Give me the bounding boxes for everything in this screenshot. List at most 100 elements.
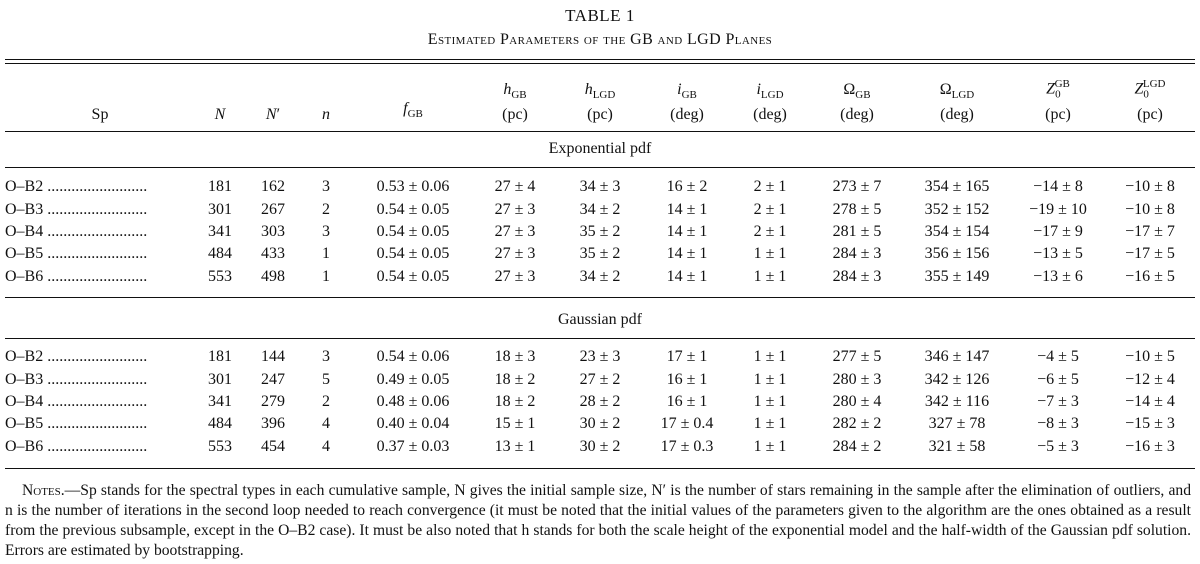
row-spectral-type: O–B6 ......................... (5, 437, 148, 455)
table-cell: 181 (208, 178, 232, 196)
table-cell: 35 ± 2 (579, 222, 621, 240)
table-cell: 433 (261, 245, 285, 263)
table-cell: 162 (261, 178, 285, 196)
table-cell: 355 ± 149 (924, 267, 990, 285)
table-cell: 553 (208, 267, 232, 285)
table-cell: 1 (322, 267, 330, 285)
table-cell: −7 ± 3 (1037, 392, 1079, 410)
table-cell: 278 ± 5 (832, 200, 882, 218)
top-rule-2 (5, 63, 1195, 64)
table-cell: 284 ± 2 (832, 437, 882, 455)
table-cell: 301 (208, 370, 232, 388)
table-cell: 301 (208, 200, 232, 218)
table-cell: 1 ± 1 (753, 415, 787, 433)
table-cell: 18 ± 2 (494, 370, 536, 388)
table-cell: −16 ± 3 (1125, 437, 1175, 455)
table-cell: 2 (322, 200, 330, 218)
header-rule (5, 131, 1195, 132)
table-cell: 346 ± 147 (924, 348, 990, 366)
table-cell: 279 (261, 392, 285, 410)
table-row: O–B3 ......................... 301 267 2 0.5… (5, 198, 1195, 220)
table-cell: −10 ± 8 (1125, 200, 1175, 218)
table-cell: −10 ± 8 (1125, 178, 1175, 196)
table-row: O–B6 ......................... 553 498 1 0.5… (5, 266, 1195, 288)
table-cell: 18 ± 3 (494, 348, 536, 366)
table-cell: 484 (208, 245, 232, 263)
table-cell: 0.54 ± 0.05 (376, 222, 450, 240)
table-cell: 28 ± 2 (579, 392, 621, 410)
table-cell: 284 ± 3 (832, 267, 882, 285)
table-cell: 0.48 ± 0.06 (376, 392, 450, 410)
section-title-exponential: Exponential pdf (548, 140, 652, 157)
table-cell: 16 ± 1 (666, 370, 708, 388)
table-cell: 356 ± 156 (924, 245, 990, 263)
table-cell: 34 ± 2 (579, 267, 621, 285)
table-row: O–B6 ......................... 553 454 4 0.3… (5, 436, 1195, 458)
table-cell: 27 ± 3 (494, 222, 536, 240)
table-cell: 484 (208, 415, 232, 433)
row-spectral-type: O–B3 ......................... (5, 370, 148, 388)
table-cell: 5 (322, 370, 330, 388)
table-cell: 0.53 ± 0.06 (376, 178, 450, 196)
table-cell: 277 ± 5 (832, 348, 882, 366)
table-cell: 34 ± 2 (579, 200, 621, 218)
table-body-exponential: O–B2 ......................... 181 162 3 0.5… (5, 176, 1195, 288)
col-header-OmegaGB: ΩGB (deg) (840, 80, 874, 123)
table-cell: −12 ± 4 (1125, 370, 1175, 388)
table-cell: −10 ± 5 (1125, 348, 1175, 366)
col-header-hLGD: hLGD (pc) (584, 80, 616, 123)
row-spectral-type: O–B6 ......................... (5, 267, 148, 285)
table-cell: 27 ± 2 (579, 370, 621, 388)
section-end-rule-exponential (5, 297, 1195, 298)
table-cell: 247 (261, 370, 285, 388)
table-cell: 2 ± 1 (753, 200, 787, 218)
col-header-iGB: iGB (deg) (670, 80, 704, 123)
table-cell: 144 (261, 348, 285, 366)
table-cell: 27 ± 3 (494, 200, 536, 218)
section-rule-exponential (5, 167, 1195, 168)
table-caption: Estimated Parameters of the GB and LGD P… (427, 31, 773, 48)
table-cell: 1 ± 1 (753, 437, 787, 455)
table-cell: 0.49 ± 0.05 (376, 370, 450, 388)
table-cell: 15 ± 1 (494, 415, 536, 433)
notes-label: Notes. (22, 482, 65, 499)
col-header-Nprime: N′ (265, 106, 281, 123)
table-cell: −4 ± 5 (1037, 348, 1079, 366)
table-cell: 280 ± 3 (832, 370, 882, 388)
table-cell: 341 (208, 392, 232, 410)
table-cell: 354 ± 154 (924, 222, 990, 240)
table-cell: 17 ± 0.4 (660, 415, 714, 433)
table-cell: 3 (322, 178, 330, 196)
table-cell: −19 ± 10 (1029, 200, 1087, 218)
table-cell: 273 ± 7 (832, 178, 882, 196)
table-row: O–B2 ......................... 181 162 3 0.5… (5, 176, 1195, 198)
row-spectral-type: O–B5 ......................... (5, 245, 148, 263)
table-cell: −15 ± 3 (1125, 415, 1175, 433)
table-cell: 17 ± 0.3 (660, 437, 714, 455)
table-cell: 14 ± 1 (666, 267, 708, 285)
table-cell: −13 ± 6 (1033, 267, 1083, 285)
table-row: O–B5 ......................... 484 396 4 0.4… (5, 413, 1195, 435)
table-cell: 303 (261, 222, 285, 240)
col-header-hGB: hGB (pc) (502, 80, 528, 123)
table-cell: 0.54 ± 0.05 (376, 245, 450, 263)
table-cell: 27 ± 3 (494, 245, 536, 263)
row-spectral-type: O–B5 ......................... (5, 415, 148, 433)
table-cell: 1 ± 1 (753, 245, 787, 263)
table-cell: −6 ± 5 (1037, 370, 1079, 388)
table-cell: 1 ± 1 (753, 392, 787, 410)
table-cell: 1 ± 1 (753, 267, 787, 285)
col-header-n: n (322, 106, 330, 123)
row-spectral-type: O–B4 ......................... (5, 392, 148, 410)
table-cell: 14 ± 1 (666, 222, 708, 240)
table-cell: 16 ± 2 (666, 178, 708, 196)
bottom-rule (5, 468, 1195, 469)
table-header: Sp N N′ n fGB hGB (pc) hLGD (pc) iGB (deg) … (5, 74, 1195, 124)
table-cell: 17 ± 1 (666, 348, 708, 366)
table-cell: 321 ± 58 (928, 437, 986, 455)
table-cell: −17 ± 9 (1033, 222, 1083, 240)
table-cell: 181 (208, 348, 232, 366)
table-cell: 342 ± 126 (924, 370, 990, 388)
table-cell: 0.54 ± 0.05 (376, 267, 450, 285)
